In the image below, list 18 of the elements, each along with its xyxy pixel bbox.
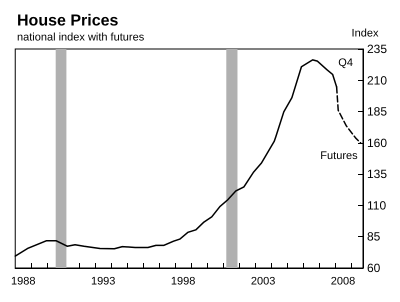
y-tick-label: 110 [367, 198, 386, 212]
y-tick-label: 60 [367, 261, 381, 275]
x-tick-label: 2008 [330, 276, 356, 288]
x-tick-label: 1988 [10, 276, 36, 288]
annotation: Futures [320, 150, 358, 162]
y-tick-label: 235 [367, 42, 388, 56]
y-tick-label: 210 [367, 73, 388, 88]
y-tick-label: 160 [367, 136, 388, 150]
x-tick-label: 1998 [170, 276, 196, 288]
y-tick-label: 85 [367, 230, 381, 244]
x-tick-label: 1993 [90, 276, 116, 288]
y-tick-label: 185 [367, 104, 388, 119]
annotation: Q4 [338, 56, 353, 69]
chart-subtitle: national index with futures [17, 32, 145, 44]
x-tick-label: 2003 [250, 276, 276, 288]
y-tick-label: 135 [367, 167, 388, 182]
y-axis-title: Index [352, 28, 379, 40]
chart-title: House Prices [17, 12, 118, 30]
